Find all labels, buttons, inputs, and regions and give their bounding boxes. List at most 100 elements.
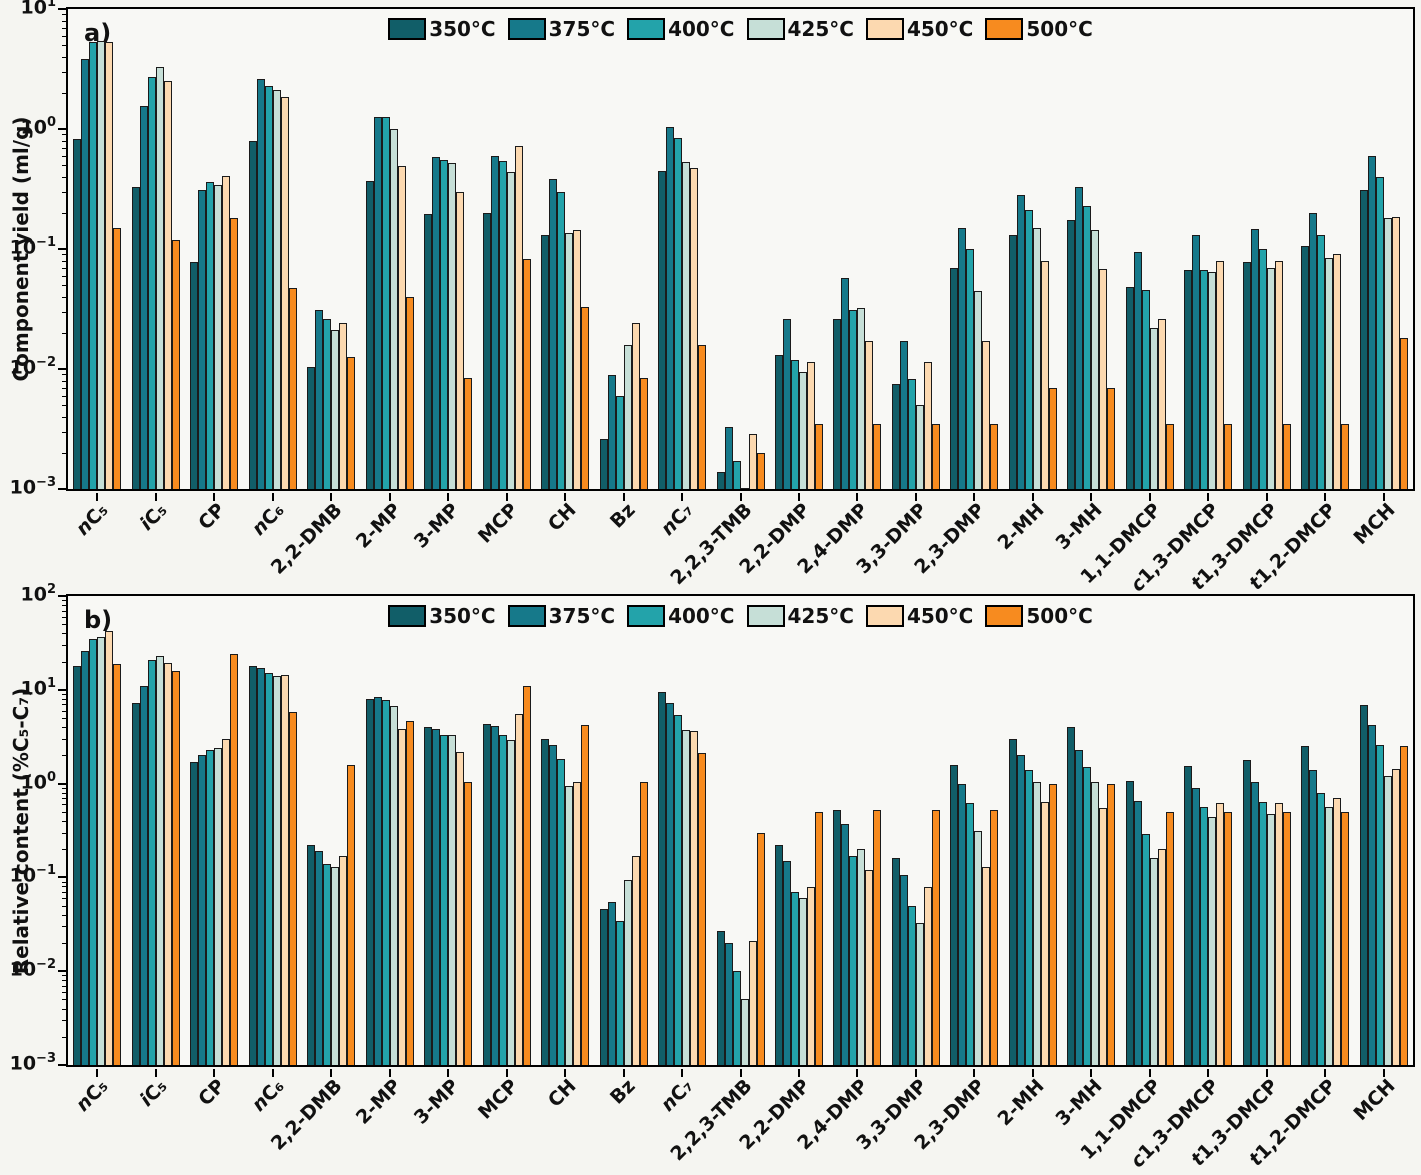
bar bbox=[1091, 781, 1100, 1065]
bar bbox=[865, 341, 874, 489]
bar bbox=[549, 744, 558, 1065]
y-axis-minor-tick bbox=[62, 374, 66, 376]
legend-swatch bbox=[388, 605, 427, 627]
y-axis-minor-tick bbox=[62, 140, 66, 142]
y-axis-minor-tick bbox=[62, 14, 66, 16]
x-axis-tick bbox=[622, 493, 625, 501]
y-tick-label: 101 bbox=[20, 675, 57, 700]
y-axis-major-tick bbox=[58, 488, 66, 490]
bar bbox=[724, 943, 733, 1065]
bar bbox=[288, 712, 297, 1065]
bar bbox=[740, 999, 749, 1065]
legend-label: 450°C bbox=[906, 604, 974, 628]
bar bbox=[833, 810, 842, 1065]
bar bbox=[1141, 834, 1150, 1065]
bar bbox=[280, 96, 289, 489]
legend-label: 400°C bbox=[668, 17, 735, 41]
bar bbox=[806, 361, 815, 489]
bar bbox=[615, 921, 624, 1065]
bar bbox=[1024, 210, 1033, 489]
bar bbox=[1083, 767, 1092, 1065]
legend-label: 350°C bbox=[429, 17, 496, 41]
bar bbox=[214, 747, 223, 1065]
bar bbox=[1309, 212, 1318, 489]
bar bbox=[506, 740, 515, 1065]
bar bbox=[522, 685, 531, 1065]
panel-b-legend: 350°C 375°C 400°C 425°C 450°C 500°C bbox=[68, 604, 1413, 628]
bar bbox=[865, 870, 874, 1065]
legend-item: 375°C bbox=[507, 604, 615, 628]
bar bbox=[982, 866, 991, 1065]
bar bbox=[1091, 229, 1100, 489]
y-axis-minor-tick bbox=[62, 296, 66, 298]
bar bbox=[264, 673, 273, 1065]
bar bbox=[658, 170, 667, 489]
y-axis-minor-tick bbox=[62, 898, 66, 900]
bar bbox=[1008, 738, 1017, 1065]
bar bbox=[315, 851, 324, 1065]
legend-item: 500°C bbox=[985, 17, 1093, 41]
bar bbox=[1242, 759, 1251, 1065]
bar bbox=[950, 267, 959, 489]
y-tick-label: 100 bbox=[20, 115, 57, 139]
bar bbox=[891, 858, 900, 1065]
y-axis-minor-tick bbox=[62, 35, 66, 37]
y-axis-minor-tick bbox=[62, 975, 66, 977]
y-axis-minor-tick bbox=[62, 1036, 66, 1038]
y-axis-major-tick bbox=[58, 876, 66, 879]
y-axis-minor-tick bbox=[62, 980, 66, 982]
bar bbox=[907, 905, 916, 1065]
bar bbox=[1008, 235, 1017, 489]
bar bbox=[615, 395, 624, 489]
bar bbox=[682, 730, 691, 1065]
x-axis-tick bbox=[388, 1069, 391, 1077]
x-axis-tick bbox=[96, 1069, 99, 1077]
legend-item: 400°C bbox=[627, 604, 735, 628]
legend-label: 400°C bbox=[668, 604, 735, 628]
bar bbox=[147, 659, 156, 1065]
legend-swatch bbox=[985, 18, 1024, 40]
bar bbox=[732, 461, 741, 489]
x-axis-tick bbox=[739, 493, 742, 501]
bar bbox=[171, 670, 180, 1065]
y-axis-minor-tick bbox=[62, 600, 66, 602]
legend-label: 375°C bbox=[548, 17, 616, 41]
bar bbox=[331, 866, 340, 1065]
bar bbox=[498, 735, 507, 1065]
bar bbox=[131, 702, 140, 1065]
bar bbox=[323, 863, 332, 1065]
y-axis-minor-tick bbox=[62, 926, 66, 928]
bar bbox=[1157, 319, 1166, 489]
bar bbox=[163, 662, 172, 1065]
y-axis-minor-tick bbox=[62, 727, 66, 729]
bar bbox=[307, 845, 316, 1065]
y-axis-minor-tick bbox=[62, 881, 66, 883]
bar bbox=[1133, 801, 1142, 1065]
x-axis-tick bbox=[1090, 493, 1093, 501]
bar bbox=[1383, 218, 1392, 489]
y-tick-label: 10−2 bbox=[9, 957, 56, 981]
bar bbox=[607, 374, 616, 489]
bar bbox=[1309, 769, 1318, 1065]
bar bbox=[198, 755, 207, 1065]
bar bbox=[1083, 205, 1092, 489]
y-tick-label: 102 bbox=[20, 582, 57, 606]
legend-label: 500°C bbox=[1026, 604, 1093, 628]
bar bbox=[1383, 776, 1392, 1065]
y-tick-label: 100 bbox=[20, 769, 57, 793]
bar bbox=[1075, 186, 1084, 489]
y-axis-minor-tick bbox=[62, 804, 66, 806]
bar bbox=[1317, 235, 1326, 489]
bar bbox=[573, 781, 582, 1065]
legend-item: 500°C bbox=[985, 604, 1093, 628]
x-axis-tick bbox=[505, 493, 508, 501]
bar bbox=[1216, 803, 1225, 1065]
bar bbox=[798, 371, 807, 489]
bar bbox=[1048, 387, 1057, 489]
y-axis-minor-tick bbox=[62, 645, 66, 647]
y-axis-minor-tick bbox=[62, 1008, 66, 1010]
bar bbox=[1032, 227, 1041, 489]
bar bbox=[599, 439, 608, 489]
bar bbox=[841, 824, 850, 1065]
